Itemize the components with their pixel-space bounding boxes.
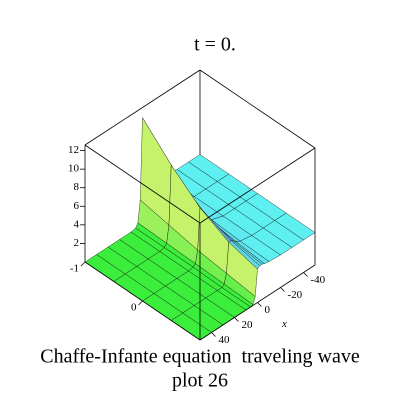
z-tick-label: 2	[74, 237, 80, 249]
y-tick-label: -1	[70, 263, 79, 275]
y-tick	[138, 300, 143, 306]
box-edge	[199, 69, 316, 149]
x-tick-label: 20	[242, 319, 254, 331]
box-edge	[84, 144, 201, 224]
x-tick-label: -20	[288, 289, 303, 301]
z-tick-label: 4	[74, 218, 80, 230]
x-tick	[280, 287, 285, 292]
x-tick-label: 0	[265, 304, 271, 316]
x-tick	[257, 302, 262, 307]
caption-line: Chaffe-Infante equation traveling wave	[40, 346, 360, 368]
box-edge	[199, 147, 316, 224]
x-tick-label: -40	[311, 274, 326, 286]
x-axis-label: x	[281, 318, 287, 330]
x-tick	[211, 332, 216, 337]
box-edge	[84, 69, 201, 146]
z-tick-label: 10	[68, 163, 80, 175]
x-tick-label: 40	[219, 334, 231, 346]
y-tick	[80, 261, 86, 267]
z-tick-label: 8	[74, 181, 80, 193]
y-tick-label: 0	[131, 302, 137, 314]
z-tick-label: 6	[74, 200, 80, 212]
z-tick-label: 12	[68, 144, 79, 156]
caption-line: plot 26	[172, 370, 228, 392]
chart-title: t = 0.	[194, 34, 236, 56]
x-tick	[234, 317, 239, 322]
x-tick	[303, 272, 308, 277]
